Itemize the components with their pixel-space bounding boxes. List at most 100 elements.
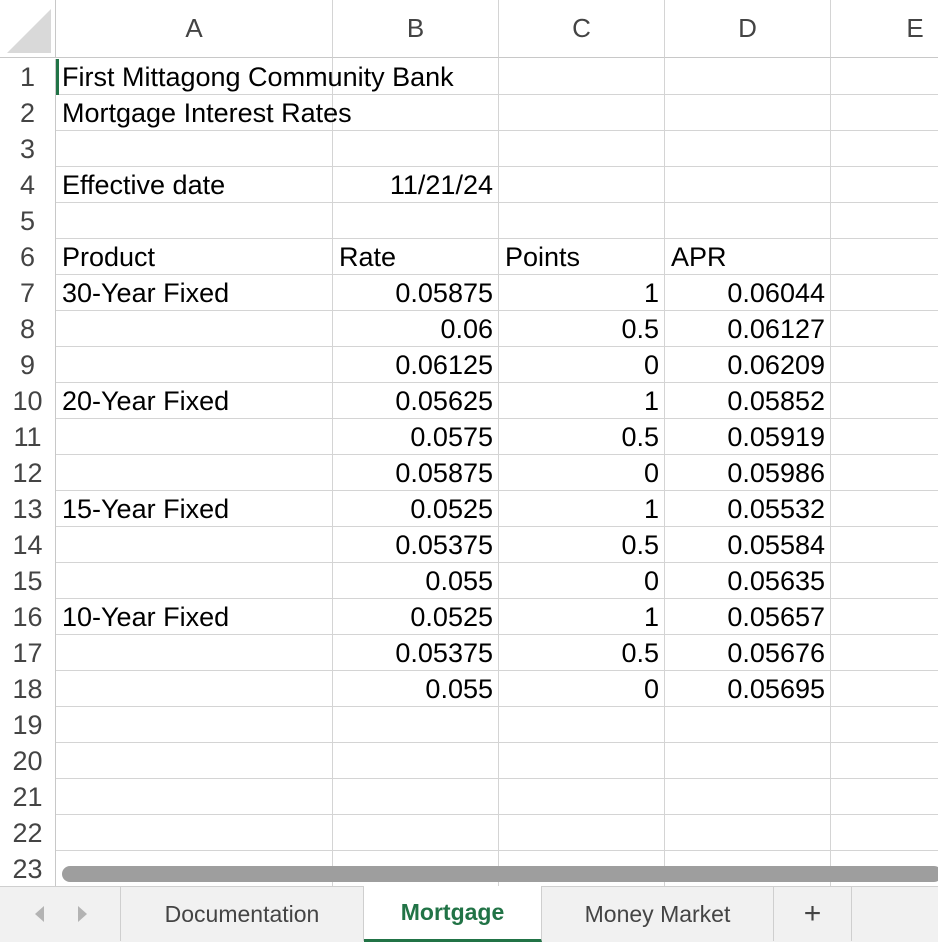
row-header-18[interactable]: 18 (0, 671, 56, 707)
column-header-c[interactable]: C (499, 0, 665, 58)
cell-a16[interactable]: 10-Year Fixed (62, 602, 230, 632)
row-gridline (56, 166, 938, 167)
row-header-12[interactable]: 12 (0, 455, 56, 491)
row-header-3[interactable]: 3 (0, 131, 56, 167)
row-header-5[interactable]: 5 (0, 203, 56, 239)
cell-d7[interactable]: 0.06044 (727, 278, 825, 308)
cell-d11[interactable]: 0.05919 (727, 422, 825, 452)
select-all-corner[interactable] (0, 0, 56, 58)
row-gridline (56, 706, 938, 707)
tab-documentation[interactable]: Documentation (120, 887, 364, 941)
cell-b13[interactable]: 0.0525 (410, 494, 493, 524)
row-header-8[interactable]: 8 (0, 311, 56, 347)
row-gridline (56, 670, 938, 671)
row-gridline (56, 490, 938, 491)
cell-b9[interactable]: 0.06125 (395, 350, 493, 380)
cell-d18[interactable]: 0.05695 (727, 674, 825, 704)
row-gridline (56, 346, 938, 347)
column-gridline (498, 58, 499, 886)
sheet-tab-bar: Documentation Mortgage Money Market + (0, 886, 938, 942)
add-sheet-button[interactable]: + (774, 887, 852, 941)
cell-c17[interactable]: 0.5 (621, 638, 659, 668)
row-header-9[interactable]: 9 (0, 347, 56, 383)
chevron-right-icon[interactable] (70, 901, 96, 927)
row-header-6[interactable]: 6 (0, 239, 56, 275)
row-header-15[interactable]: 15 (0, 563, 56, 599)
cell-d10[interactable]: 0.05852 (727, 386, 825, 416)
cell-a2[interactable]: Mortgage Interest Rates (62, 98, 352, 128)
cell-d13[interactable]: 0.05532 (727, 494, 825, 524)
cell-c14[interactable]: 0.5 (621, 530, 659, 560)
cell-c15[interactable]: 0 (643, 566, 659, 596)
row-header-16[interactable]: 16 (0, 599, 56, 635)
cell-a4[interactable]: Effective date (62, 170, 226, 200)
cell-c8[interactable]: 0.5 (621, 314, 659, 344)
cell-b12[interactable]: 0.05875 (395, 458, 493, 488)
tab-money-market[interactable]: Money Market (542, 887, 774, 941)
cell-d15[interactable]: 0.05635 (727, 566, 825, 596)
cell-b11[interactable]: 0.0575 (410, 422, 493, 452)
row-header-14[interactable]: 14 (0, 527, 56, 563)
cell-d14[interactable]: 0.05584 (727, 530, 825, 560)
cell-c10[interactable]: 1 (643, 386, 659, 416)
cell-c9[interactable]: 0 (643, 350, 659, 380)
cell-b17[interactable]: 0.05375 (395, 638, 493, 668)
cell-d12[interactable]: 0.05986 (727, 458, 825, 488)
cell-b8[interactable]: 0.06 (440, 314, 493, 344)
row-gridline (56, 202, 938, 203)
cell-a1[interactable]: First Mittagong Community Bank (62, 62, 454, 92)
column-header-a[interactable]: A (56, 0, 333, 58)
cell-b10[interactable]: 0.05625 (395, 386, 493, 416)
row-gridline (56, 634, 938, 635)
horizontal-scrollbar[interactable] (62, 866, 938, 882)
cell-b14[interactable]: 0.05375 (395, 530, 493, 560)
column-gridline (830, 58, 831, 886)
column-header-d[interactable]: D (665, 0, 831, 58)
cell-c18[interactable]: 0 (643, 674, 659, 704)
cell-b7[interactable]: 0.05875 (395, 278, 493, 308)
row-header-7[interactable]: 7 (0, 275, 56, 311)
cell-a13[interactable]: 15-Year Fixed (62, 494, 230, 524)
chevron-left-icon[interactable] (26, 901, 52, 927)
column-header-b[interactable]: B (333, 0, 499, 58)
row-header-11[interactable]: 11 (0, 419, 56, 455)
row-header-17[interactable]: 17 (0, 635, 56, 671)
cell-c16[interactable]: 1 (643, 602, 659, 632)
cell-b4[interactable]: 11/21/24 (389, 170, 493, 200)
plus-icon: + (803, 897, 822, 930)
row-header-21[interactable]: 21 (0, 779, 56, 815)
column-header-e[interactable]: E (831, 0, 938, 58)
cell-b6[interactable]: Rate (339, 242, 397, 272)
row-gridline (56, 382, 938, 383)
cell-d17[interactable]: 0.05676 (727, 638, 825, 668)
row-gridline (56, 814, 938, 815)
row-header-19[interactable]: 19 (0, 707, 56, 743)
cell-b15[interactable]: 0.055 (425, 566, 493, 596)
row-header-13[interactable]: 13 (0, 491, 56, 527)
row-header-10[interactable]: 10 (0, 383, 56, 419)
row-header-1[interactable]: 1 (0, 59, 56, 95)
cell-d9[interactable]: 0.06209 (727, 350, 825, 380)
row-header-2[interactable]: 2 (0, 95, 56, 131)
cell-d16[interactable]: 0.05657 (727, 602, 825, 632)
row-gridline (56, 238, 938, 239)
cell-d6[interactable]: APR (671, 242, 727, 272)
cell-c13[interactable]: 1 (643, 494, 659, 524)
cell-c12[interactable]: 0 (643, 458, 659, 488)
tab-mortgage[interactable]: Mortgage (364, 886, 542, 942)
cell-a6[interactable]: Product (62, 242, 156, 272)
row-header-20[interactable]: 20 (0, 743, 56, 779)
cell-b16[interactable]: 0.0525 (410, 602, 493, 632)
cell-a7[interactable]: 30-Year Fixed (62, 278, 230, 308)
row-header-4[interactable]: 4 (0, 167, 56, 203)
tab-label: Money Market (584, 900, 731, 927)
cell-c6[interactable]: Points (505, 242, 581, 272)
cell-b18[interactable]: 0.055 (425, 674, 493, 704)
cell-c11[interactable]: 0.5 (621, 422, 659, 452)
row-header-23[interactable]: 23 (0, 851, 56, 886)
cell-d8[interactable]: 0.06127 (727, 314, 825, 344)
cell-c7[interactable]: 1 (643, 278, 659, 308)
cell-a10[interactable]: 20-Year Fixed (62, 386, 230, 416)
row-header-22[interactable]: 22 (0, 815, 56, 851)
